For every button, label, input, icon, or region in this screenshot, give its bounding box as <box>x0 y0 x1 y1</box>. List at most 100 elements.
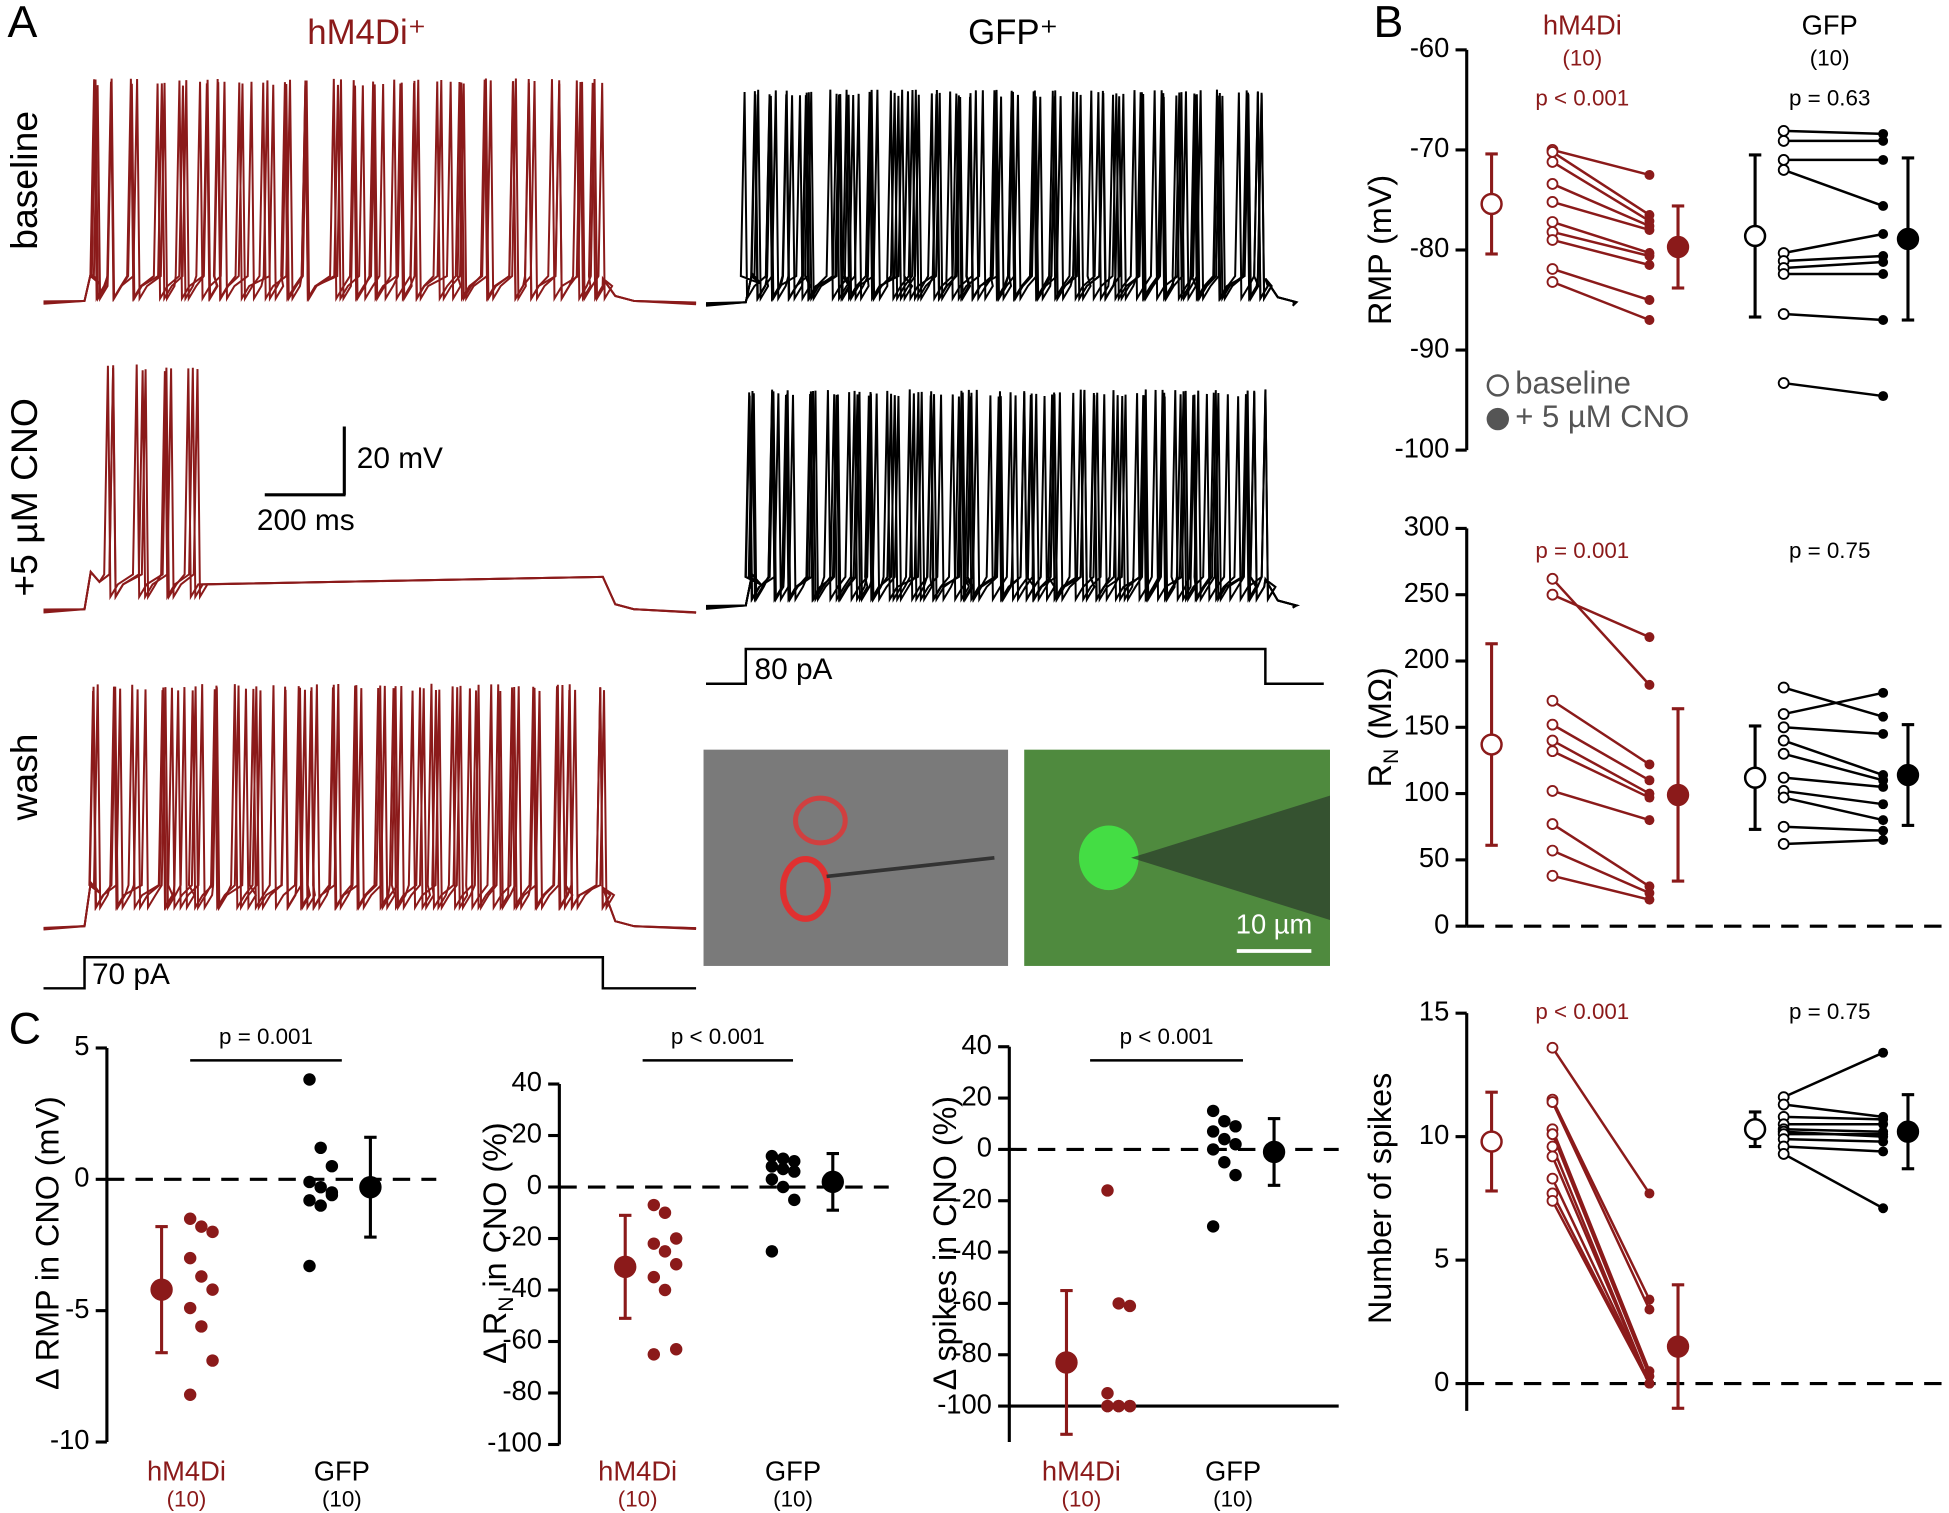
baseline-point <box>1546 869 1559 882</box>
panel-label: C <box>9 1004 41 1054</box>
y-tick-label: 40 <box>512 1066 542 1097</box>
group-n: (10) <box>322 1486 362 1511</box>
y-tick-label: -90 <box>1410 332 1450 363</box>
cno-point <box>1878 728 1889 739</box>
point <box>776 1152 790 1165</box>
point <box>1229 1138 1242 1151</box>
point <box>658 1245 672 1258</box>
point <box>195 1320 208 1333</box>
cno-point <box>1878 269 1889 279</box>
cno-point <box>1878 128 1889 139</box>
cno-point <box>1644 894 1655 905</box>
point <box>647 1348 661 1361</box>
baseline-point <box>1546 263 1559 275</box>
point <box>669 1232 683 1245</box>
point <box>1229 1168 1242 1182</box>
pair-line <box>1783 825 1884 832</box>
group-label: GFP <box>1205 1455 1261 1486</box>
baseline-point <box>1546 734 1559 747</box>
group-label: hM4Di <box>1543 10 1622 41</box>
panel-label: B <box>1373 0 1403 47</box>
baseline-point <box>1546 146 1559 158</box>
point <box>1123 1299 1137 1313</box>
pair-line <box>1551 1133 1651 1377</box>
mean-marker <box>1666 783 1690 807</box>
current-label: 80 pA <box>754 653 832 686</box>
pair-line <box>1551 849 1650 895</box>
baseline-point <box>1546 1041 1559 1054</box>
y-axis-label: Δ RMP in CNO (mV) <box>29 1096 65 1390</box>
pair-line <box>1783 1103 1884 1119</box>
baseline-point <box>1777 268 1790 280</box>
y-axis-label: Δ spikes in CNO (%) <box>927 1096 963 1390</box>
y-axis-label-part: Number of spikes <box>1362 1073 1398 1324</box>
p-value: p < 0.001 <box>1120 1024 1214 1049</box>
column-title: hM4Di⁺ <box>307 13 426 52</box>
pair-line <box>1551 577 1651 686</box>
cno-point <box>1644 169 1655 180</box>
point <box>303 1073 316 1086</box>
baseline-point <box>1777 747 1790 760</box>
baseline-point <box>1777 154 1790 166</box>
point <box>647 1270 661 1284</box>
point <box>765 1245 779 1258</box>
baseline-point <box>1546 1194 1559 1207</box>
p-value: p < 0.001 <box>1535 999 1629 1024</box>
cno-point <box>1644 224 1655 235</box>
y-axis-label: RN (MΩ) <box>1362 667 1403 787</box>
point <box>765 1160 779 1173</box>
group-label: hM4Di <box>1042 1455 1121 1486</box>
point <box>303 1175 316 1189</box>
pair-line <box>1551 739 1651 795</box>
y-axis-label: Number of spikes <box>1362 1073 1398 1324</box>
point <box>314 1141 327 1155</box>
pair-line <box>1783 752 1884 782</box>
group-n: (10) <box>1810 46 1850 71</box>
trace <box>43 78 697 306</box>
y-tick-label: 0 <box>1434 908 1449 939</box>
cno-point <box>1878 687 1889 698</box>
column-title: GFP⁺ <box>968 13 1058 52</box>
cno-point <box>1644 1304 1655 1315</box>
y-tick-label: -10 <box>50 1424 90 1455</box>
pair-line <box>1551 1099 1651 1301</box>
point <box>1101 1184 1114 1197</box>
trace <box>43 368 697 614</box>
cno-point <box>1878 1119 1889 1130</box>
mean-marker <box>1666 235 1690 259</box>
scale-bar <box>264 426 346 497</box>
y-axis-label-part: Δ RMP in CNO (mV) <box>29 1096 65 1390</box>
mean-marker <box>1480 192 1503 216</box>
pair-line <box>1551 593 1650 639</box>
baseline-point <box>1777 708 1790 720</box>
pair-line <box>1551 1101 1651 1311</box>
baseline-point <box>1777 791 1790 804</box>
cno-point <box>1644 251 1655 261</box>
baseline-point <box>1546 718 1559 731</box>
y-tick-label: -100 <box>487 1427 542 1458</box>
pair-line <box>1783 260 1884 270</box>
cno-point <box>1644 679 1655 690</box>
cno-point <box>1878 1047 1889 1058</box>
cno-point <box>1878 781 1889 792</box>
pair-line <box>1783 726 1884 736</box>
group-label: hM4Di <box>147 1455 226 1486</box>
pair-line <box>1551 1200 1651 1385</box>
baseline-point <box>1777 721 1790 734</box>
legend-label: baseline <box>1515 366 1631 401</box>
y-tick-label: 10 <box>1419 1119 1449 1150</box>
point <box>206 1354 219 1367</box>
pair-line <box>1551 1155 1651 1385</box>
trace <box>705 389 1300 609</box>
y-tick-label: -5 <box>65 1293 89 1324</box>
point <box>206 1225 219 1239</box>
point <box>647 1198 661 1212</box>
y-tick-label: 0 <box>977 1132 992 1163</box>
point <box>325 1159 339 1173</box>
pair-line <box>1551 823 1651 888</box>
y-axis-label-part: (MΩ) <box>1362 667 1398 749</box>
cno-point <box>1878 391 1889 402</box>
cno-point <box>1644 1371 1655 1382</box>
cno-point <box>1644 759 1655 770</box>
cno-point <box>1644 775 1655 786</box>
